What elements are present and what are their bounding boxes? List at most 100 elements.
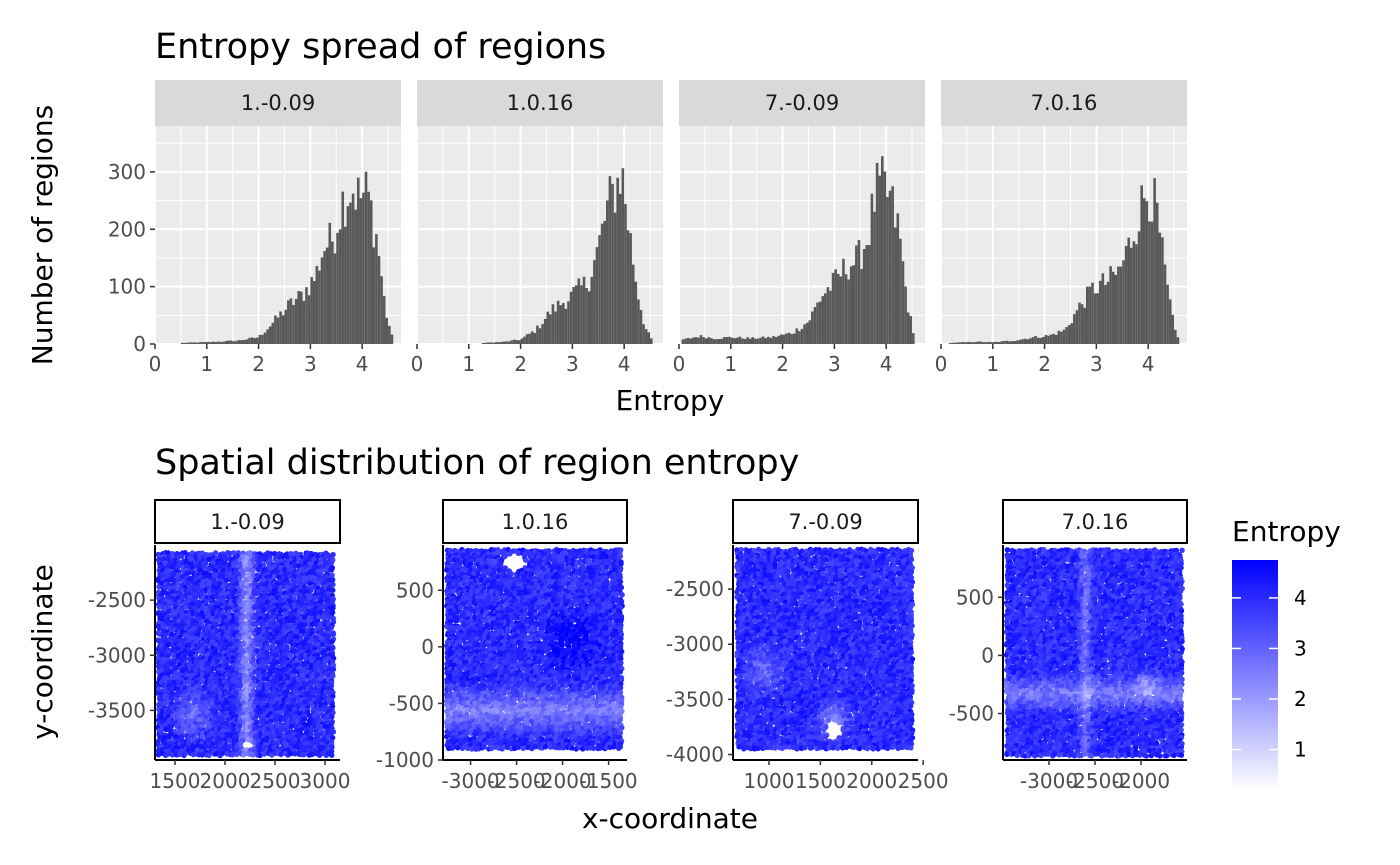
histogram-bar — [541, 324, 544, 344]
histogram-bar — [341, 191, 345, 344]
histogram-bar — [517, 340, 521, 344]
histogram-bar — [1018, 339, 1022, 344]
histogram-bar — [1153, 178, 1156, 344]
x-tick-label: 3 — [304, 352, 317, 376]
histogram-bar — [258, 334, 262, 344]
scatter-point — [329, 752, 335, 758]
histogram-bar — [1029, 338, 1032, 344]
scatter-point — [203, 744, 209, 750]
x-tick-label: 1500 — [150, 769, 201, 793]
scatter-point — [329, 598, 336, 604]
histogram-bar — [533, 332, 537, 344]
histogram-bar — [502, 341, 506, 344]
histogram-bar — [523, 336, 526, 344]
histogram-bar — [1093, 293, 1097, 344]
histogram-bar — [390, 334, 394, 344]
histogram-bar — [385, 317, 389, 344]
scatter-point — [240, 608, 246, 614]
scatter-point — [253, 621, 260, 627]
histogram-bar — [593, 260, 596, 344]
histogram-bar — [824, 293, 827, 344]
histogram-bar — [253, 338, 256, 344]
x-tick-label: 2 — [514, 352, 527, 376]
histogram-bar — [530, 331, 534, 344]
histogram-bar — [240, 340, 244, 344]
histogram-y-axis-title: Number of regions — [26, 105, 59, 365]
scatter-point — [165, 641, 171, 648]
scatter-point — [189, 550, 196, 556]
scatter-point — [227, 636, 233, 642]
scatter-point — [280, 649, 287, 655]
scatter-point — [172, 584, 178, 591]
x-tick-label: 3 — [1090, 352, 1103, 376]
histogram-bar — [844, 274, 848, 344]
y-tick-label: -3500 — [88, 698, 146, 722]
scatter-point — [309, 621, 315, 628]
histogram-bar — [906, 312, 910, 344]
histogram-bar — [250, 337, 254, 344]
histogram-bar — [888, 190, 892, 344]
scatter-point — [330, 645, 336, 651]
histogram-bar — [813, 307, 817, 344]
histogram-bar — [1096, 293, 1099, 344]
histogram-bar — [600, 223, 604, 344]
histogram-bar — [572, 287, 575, 344]
histogram-bar — [782, 334, 786, 344]
scatter-point — [322, 615, 328, 621]
scatter-point — [179, 553, 185, 559]
histogram-bar — [230, 340, 233, 344]
histogram-bar — [186, 342, 189, 344]
histogram-bar — [1052, 333, 1055, 344]
histogram-facet: 1.0.160 1 2 3 4 — [411, 80, 663, 376]
histogram-bar — [1039, 337, 1042, 344]
histogram-bar — [1057, 330, 1061, 344]
scatter-point — [318, 598, 324, 604]
histogram-bar — [507, 341, 511, 344]
histogram-bar — [1034, 335, 1037, 344]
histogram-bar — [870, 193, 874, 344]
histogram-bar — [388, 325, 391, 344]
histogram-bar — [266, 329, 269, 344]
histogram-bar — [351, 193, 355, 344]
x-tick-label: 3 — [828, 352, 841, 376]
scatter-point — [206, 752, 212, 758]
histogram-bar — [1117, 266, 1120, 344]
scatter-point — [176, 599, 182, 605]
histogram-bar — [211, 341, 215, 344]
scatter-point — [278, 551, 284, 558]
scatter-point — [325, 608, 331, 614]
scatter-point — [244, 594, 250, 601]
histogram-bar — [847, 279, 850, 344]
scatter-point — [240, 584, 246, 590]
histogram-bar — [512, 339, 516, 344]
facet-label: 1.0.16 — [502, 510, 569, 534]
histogram-bar — [489, 342, 493, 344]
histogram-bar — [580, 285, 583, 344]
histogram-bar — [219, 341, 223, 344]
histogram-bar — [590, 276, 594, 344]
histogram-bar — [206, 341, 210, 344]
histogram-bar — [826, 287, 830, 344]
histogram-bar — [1021, 339, 1024, 344]
histogram-bar — [647, 332, 651, 344]
scatter-point — [219, 750, 226, 756]
scatter-point — [271, 574, 277, 580]
histogram-bar — [961, 342, 965, 344]
histogram-bar — [842, 258, 845, 344]
histogram-bar — [1067, 325, 1071, 344]
scatter-point — [199, 733, 206, 740]
scatter-point — [619, 592, 625, 598]
histogram-bar — [979, 341, 983, 344]
histogram-bar — [297, 290, 301, 344]
histogram-bar — [336, 232, 339, 344]
histogram-bar — [699, 335, 703, 344]
histogram-bar — [790, 334, 793, 344]
histogram-bar — [821, 296, 825, 344]
histogram-bar — [743, 339, 747, 344]
scatter-point — [288, 624, 294, 631]
facet-label: 7.-0.09 — [765, 91, 839, 115]
scatter-point — [186, 570, 192, 576]
scatter-point — [250, 568, 256, 574]
histogram-bar — [292, 304, 295, 344]
histogram-bar — [328, 222, 332, 344]
